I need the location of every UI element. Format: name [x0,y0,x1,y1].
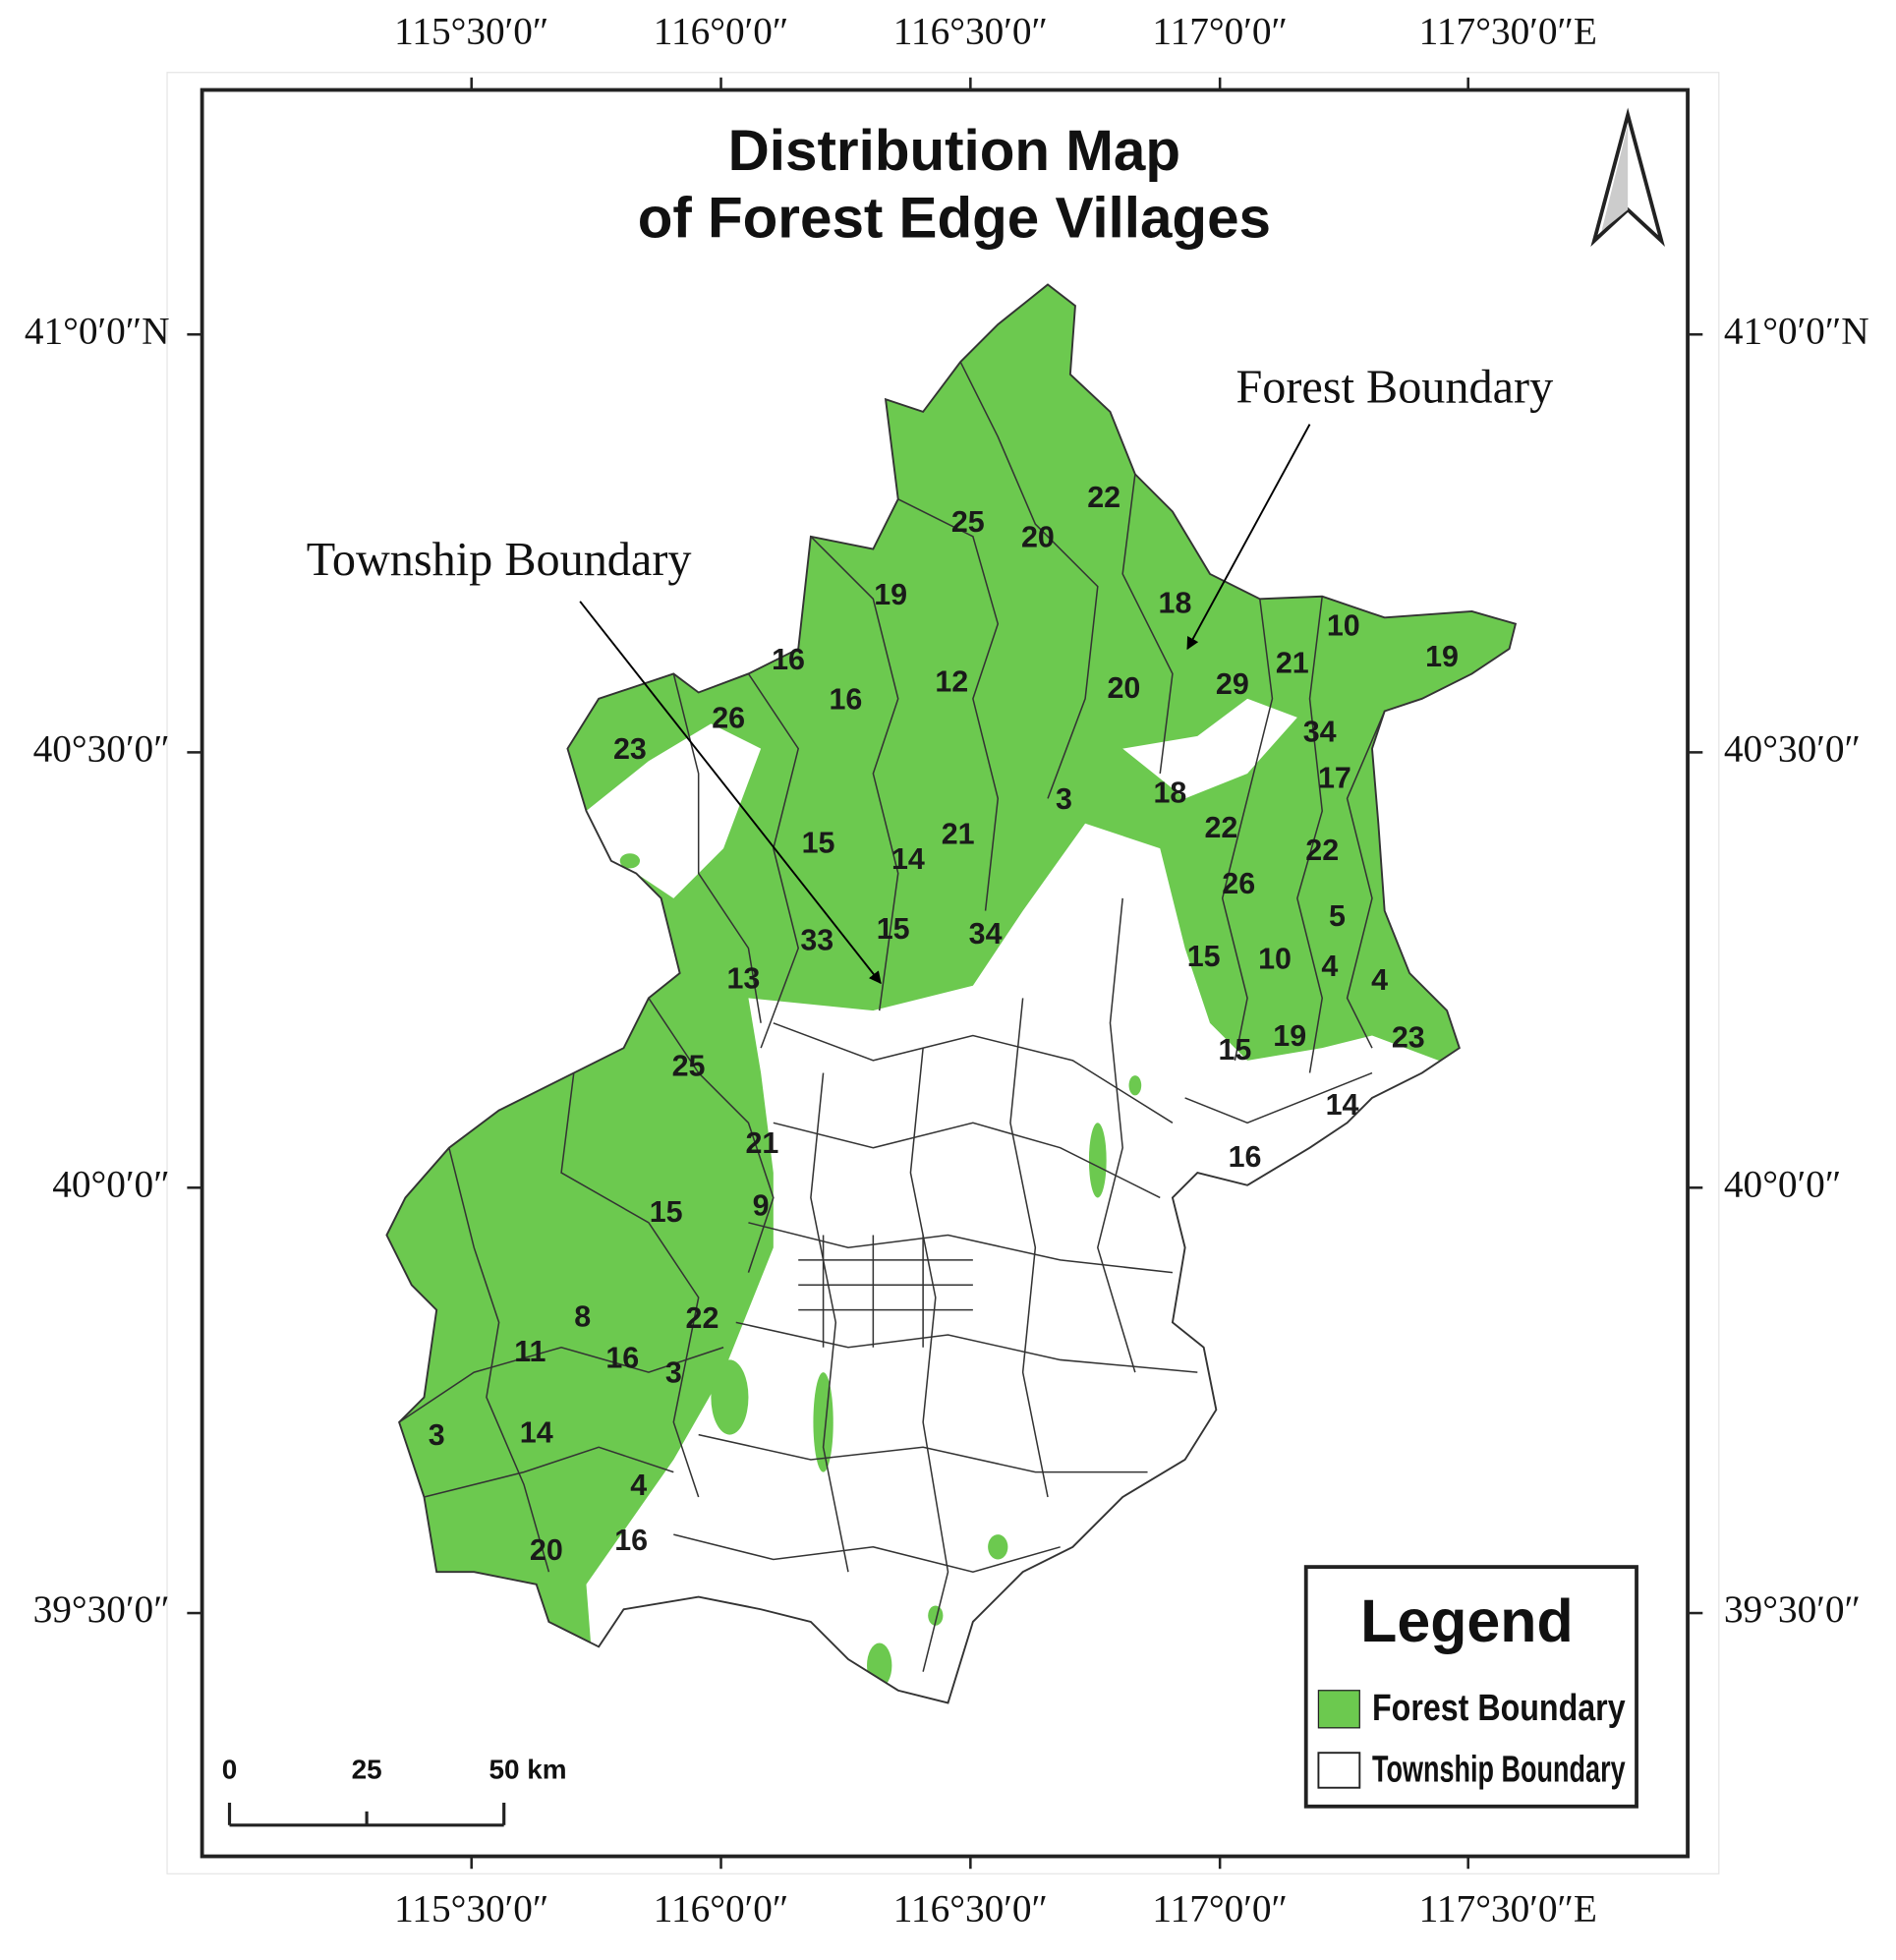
longitude-label: 116°30′0″ [893,10,1048,53]
scale-bar [227,1802,506,1827]
region-label: 19 [1273,1019,1306,1053]
region-label: 15 [802,826,835,859]
legend-item: Township Boundary [1372,1749,1626,1790]
region-label: 4 [1371,963,1388,997]
region-label: 16 [1229,1140,1262,1174]
township-area [398,361,1472,1703]
latitude-label: 40°0′0″ [52,1162,169,1205]
scale-label: 25 [352,1755,382,1785]
map-title: of Forest Edge Villages [638,186,1271,250]
annotation-arrow [1186,424,1311,651]
region-label: 16 [830,682,863,716]
region-label: 22 [1087,481,1120,514]
region-label: 3 [429,1418,445,1452]
longitude-label: 117°0′0″ [1152,10,1288,53]
region-label: 4 [630,1469,647,1502]
legend-box [1303,1565,1638,1809]
region-label: 9 [753,1189,770,1223]
longitude-label: 116°0′0″ [654,1887,789,1931]
region-label: 11 [514,1335,546,1368]
region-label: 18 [1153,777,1186,810]
latitude-label: 39°30′0″ [1724,1587,1861,1631]
region-label: 3 [665,1356,682,1390]
region-label: 19 [1425,640,1459,673]
region-label: 15 [650,1195,683,1229]
region-label: 15 [1218,1033,1251,1066]
outer-frame [166,72,1720,1874]
map-area [385,283,1518,1704]
region-label: 26 [1222,867,1255,900]
region-label: 10 [1327,609,1360,643]
legend-swatch-forest [1317,1690,1360,1729]
region-label: 14 [891,842,925,876]
region-label: 3 [1056,782,1072,816]
region-label: 15 [877,912,910,946]
region-label: 12 [935,665,968,699]
region-label: 20 [530,1533,563,1567]
region-label: 20 [1021,520,1055,553]
region-label: 34 [969,917,1003,951]
longitude-label: 117°30′0″E [1419,10,1597,53]
longitude-label: 117°30′0″E [1419,1887,1597,1931]
map-title: Distribution Map [728,119,1180,183]
scale-label: 0 [222,1755,238,1785]
legend-swatch-township [1317,1752,1361,1789]
region-label: 21 [1276,647,1309,680]
township-fill [1122,698,1297,799]
region-label: 23 [613,732,647,766]
longitude-label: 116°30′0″ [893,1887,1048,1931]
region-label: 5 [1329,899,1346,933]
region-label: 17 [1318,761,1351,794]
north-arrow-shade [1601,125,1629,231]
region-label: 18 [1159,587,1192,620]
legend-title: Legend [1360,1587,1574,1654]
region-label: 22 [1305,834,1339,867]
longitude-label: 115°30′0″ [394,1887,548,1931]
region-label: 10 [1258,942,1292,975]
region-label: 23 [1392,1020,1425,1054]
region-label: 20 [1108,671,1141,705]
region-label: 26 [712,701,745,734]
region-label: 22 [686,1301,719,1335]
annotation-arrow [579,601,882,985]
region-label: 16 [605,1341,639,1374]
latitude-label: 40°0′0″ [1724,1162,1841,1205]
annotation: Township Boundary [307,534,692,586]
region-label: 33 [800,923,833,956]
region-label: 19 [874,578,907,611]
region-label: 14 [1326,1088,1359,1122]
region-label: 4 [1321,950,1338,983]
township-boundaries [398,361,1386,1672]
latitude-label: 40°30′0″ [33,726,170,770]
longitude-label: 116°0′0″ [654,10,789,53]
latitude-label: 41°0′0″N [1724,309,1869,352]
region-label: 14 [520,1416,553,1450]
region-label: 22 [1204,811,1237,844]
region-label: 21 [942,817,975,850]
region-label: 16 [772,643,805,676]
longitude-label: 117°0′0″ [1152,1887,1288,1931]
region-label: 15 [1187,940,1221,973]
region-label: 13 [726,962,760,996]
annotation: Forest Boundary [1235,362,1553,414]
region-label: 16 [614,1524,648,1557]
region-label: 34 [1303,715,1337,748]
beijing-outline [385,283,1518,1704]
region-label: 8 [574,1300,591,1334]
latitude-label: 41°0′0″N [25,309,170,352]
legend-item: Forest Boundary [1372,1688,1626,1729]
scale-label: 50 km [488,1755,566,1785]
township-fill [586,823,1472,1703]
region-label: 21 [745,1126,778,1160]
longitude-label: 115°30′0″ [394,10,548,53]
region-label: 25 [951,505,985,539]
latitude-label: 40°30′0″ [1724,726,1861,770]
region-label: 29 [1216,667,1249,701]
region-label: 25 [672,1050,706,1083]
latitude-label: 39°30′0″ [33,1587,170,1631]
